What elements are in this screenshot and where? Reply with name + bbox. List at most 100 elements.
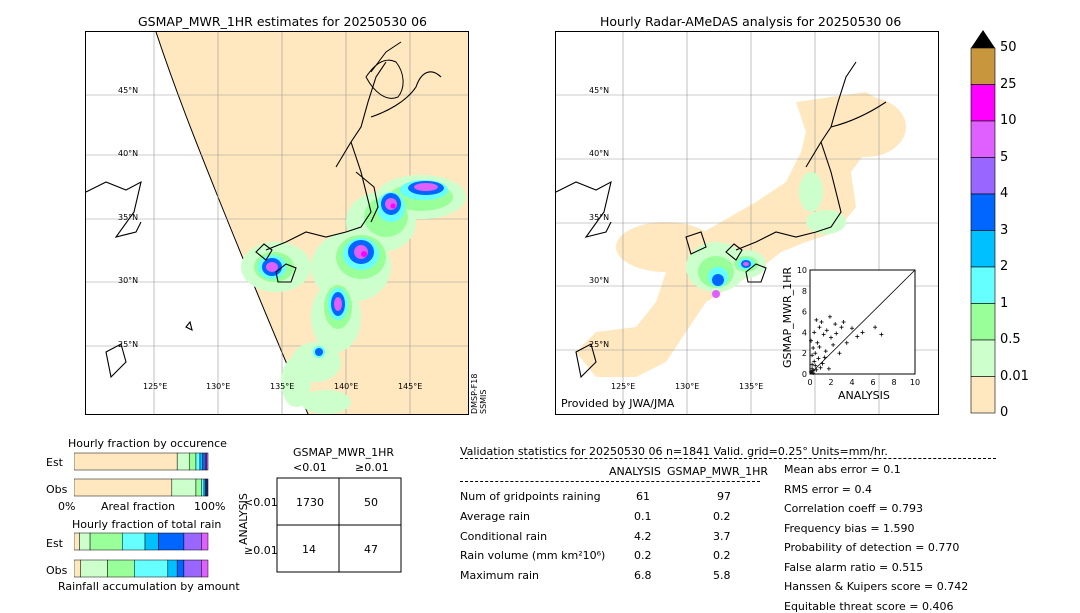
fraction-segment [134, 559, 169, 578]
scatter-point [815, 340, 820, 345]
right-lon-135: 135°E [739, 382, 764, 391]
val-header-rule [460, 458, 996, 459]
scatter-point [809, 338, 814, 343]
cont-title: GSMAP_MWR_1HR [293, 446, 395, 459]
scatter-xtick: 6 [870, 378, 875, 387]
left-map-canvas [86, 32, 468, 414]
scatter-point [810, 353, 815, 358]
val-row-3-label: Rain volume (mm km²10⁶) [460, 549, 606, 562]
right-lon-125: 125°E [611, 382, 636, 391]
scatter-point [811, 368, 816, 373]
scatter-xtick: 0 [807, 378, 812, 387]
cont-col-1: ≥0.01 [355, 461, 389, 474]
scatter-point [860, 330, 865, 335]
val-row-4-label: Maximum rain [460, 569, 539, 582]
scatter-point [823, 349, 828, 354]
right-lon-130: 130°E [675, 382, 700, 391]
scatter-ylabel: GSMAP_MWR_1HR [781, 266, 794, 368]
scatter-point [839, 325, 844, 330]
fraction-segment [107, 559, 135, 578]
colorbar-block [970, 376, 996, 414]
val-row-0-a: 61 [636, 490, 650, 503]
rain-title: Hourly fraction of total rain [72, 518, 222, 531]
left-lon-145: 145°E [398, 382, 423, 391]
credit-label: Provided by JWA/JMA [561, 397, 675, 410]
scatter-point [814, 317, 819, 322]
colorbar-block [970, 84, 996, 122]
val-row-4-a: 6.8 [634, 569, 652, 582]
scatter-point [814, 367, 819, 372]
fraction-segment [167, 559, 178, 578]
cont-cell-10: 14 [302, 543, 316, 556]
fraction-segment [183, 532, 202, 551]
scatter-xtick: 2 [828, 378, 833, 387]
fraction-segment [201, 559, 209, 578]
right-lat-25: 25°N [589, 340, 610, 349]
colorbar-label: 0 [1000, 405, 1009, 420]
fraction-segment [202, 452, 206, 471]
colorbar-block [970, 339, 996, 377]
fraction-segment [195, 452, 201, 471]
right-lat-35: 35°N [589, 213, 610, 222]
occ-bars [74, 452, 209, 497]
colorbar [970, 30, 996, 414]
rain-x-center: Rainfall accumulation by amount [58, 580, 240, 593]
fraction-segment [176, 452, 190, 471]
cont-col-0: <0.01 [293, 461, 327, 474]
scatter-ytick: 6 [802, 308, 807, 317]
scatter-point [813, 351, 818, 356]
val-score: False alarm ratio = 0.515 [784, 560, 924, 574]
scatter-ytick: 8 [802, 287, 807, 296]
colorbar-label: 2 [1000, 259, 1009, 274]
fraction-segment [207, 478, 209, 497]
scatter-point [816, 356, 821, 361]
right-map [555, 31, 939, 415]
val-row-3-g: 0.2 [713, 549, 731, 562]
val-score: Correlation coeff = 0.793 [784, 502, 923, 515]
scatter-point [810, 362, 815, 367]
fraction-segment [74, 452, 178, 471]
colorbar-block [970, 193, 996, 231]
colorbar-label: 3 [1000, 222, 1009, 238]
left-lat-45: 45°N [118, 86, 139, 95]
rain-obs-label: Obs [46, 564, 68, 577]
val-score: Probability of detection = 0.770 [784, 541, 960, 554]
scatter-point [820, 361, 825, 366]
left-lon-125: 125°E [143, 382, 168, 391]
scatter-plot: 0 2 4 6 8 10 0 2 4 6 8 10 [797, 266, 920, 387]
fraction-segment [201, 478, 205, 497]
fraction-segment [171, 478, 197, 497]
scatter-ytick: 10 [797, 266, 807, 275]
scatter-point [819, 320, 824, 324]
left-lat-25: 25°N [118, 340, 139, 349]
val-score: Mean abs error = 0.1 [784, 463, 901, 476]
colorbar-block [970, 266, 996, 304]
left-lat-30: 30°N [118, 276, 139, 285]
colorbar-label: 50 [1000, 40, 1017, 55]
scatter-point [827, 314, 832, 319]
left-map [85, 31, 469, 415]
fraction-segment [206, 452, 209, 471]
scatter-point [831, 342, 836, 347]
scatter-point [833, 322, 838, 327]
val-col-gsmap: GSMAP_MWR_1HR [667, 465, 769, 478]
fraction-segment [80, 559, 108, 578]
val-row-1-a: 0.1 [634, 510, 652, 523]
scatter-point [812, 330, 817, 335]
scatter-point [850, 326, 854, 331]
scatter-ytick: 0 [802, 370, 807, 379]
colorbar-blocks [970, 47, 996, 414]
val-row-4-g: 5.8 [713, 569, 731, 582]
scatter-point [818, 365, 823, 370]
scatter-point [879, 332, 884, 337]
val-row-0-label: Num of gridpoints raining [460, 490, 601, 503]
rain-est-label: Est [46, 537, 63, 550]
cont-cell-01: 50 [364, 496, 378, 509]
scatter-xtick: 4 [849, 378, 854, 387]
fraction-segment [74, 559, 81, 578]
fraction-segment [158, 532, 185, 551]
fraction-segment [74, 478, 173, 497]
scatter-point [841, 320, 846, 324]
occ-est-label: Est [46, 456, 63, 469]
sensor-label: DMSP-F18 SSMIS [470, 373, 488, 414]
